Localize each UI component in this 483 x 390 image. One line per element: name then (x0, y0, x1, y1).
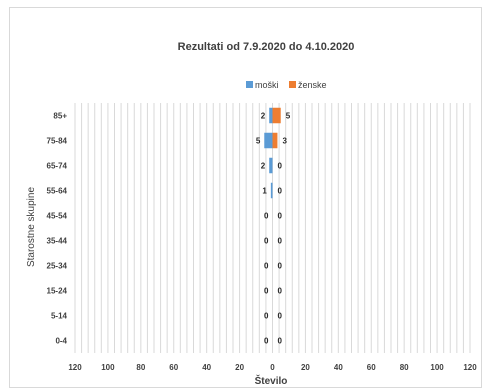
data-label-moski-35-44: 0 (264, 237, 269, 246)
bars (264, 107, 281, 199)
legend-swatch-zenske (289, 81, 296, 88)
category-label-65-74: 65-74 (47, 162, 68, 171)
data-label-moski-5-14: 0 (264, 312, 269, 321)
data-label-moski-85+: 2 (261, 112, 266, 121)
legend-swatch-moski (246, 81, 253, 88)
category-label-0-4: 0-4 (55, 337, 67, 346)
bar-zenske-75-84 (272, 132, 278, 149)
data-label-zenske-75-84: 3 (282, 137, 287, 146)
bar-moski-85+ (269, 107, 273, 124)
data-label-moski-55-64: 1 (262, 187, 267, 196)
data-label-moski-0-4: 0 (264, 337, 269, 346)
x-tick-label: 100 (430, 363, 444, 372)
y-axis-title: Starostne skupine (26, 187, 37, 267)
x-tick-label: 60 (169, 363, 178, 372)
chart-title: Rezultati od 7.9.2020 do 4.10.2020 (178, 41, 355, 53)
legend: moški ženske (246, 80, 327, 90)
data-label-zenske-25-34: 0 (278, 262, 283, 271)
data-label-moski-75-84: 5 (256, 137, 261, 146)
data-label-zenske-45-54: 0 (278, 212, 283, 221)
category-label-45-54: 45-54 (47, 212, 68, 221)
data-label-zenske-65-74: 0 (278, 162, 283, 171)
gridlines (74, 103, 471, 353)
bar-moski-65-74 (269, 157, 273, 174)
data-label-zenske-5-14: 0 (278, 312, 283, 321)
x-tick-label: 0 (270, 363, 275, 372)
data-label-zenske-15-24: 0 (278, 287, 283, 296)
data-label-moski-65-74: 2 (261, 162, 266, 171)
bar-zenske-85+ (272, 107, 281, 124)
data-label-moski-25-34: 0 (264, 262, 269, 271)
bar-moski-55-64 (270, 182, 273, 199)
x-tick-label: 80 (400, 363, 409, 372)
category-label-5-14: 5-14 (51, 312, 68, 321)
category-label-55-64: 55-64 (47, 187, 68, 196)
category-labels: 0-4 5-14 15-24 25-34 35-44 45-54 55-64 65-74 75-… (47, 112, 68, 346)
bar-moski-75-84 (264, 132, 273, 149)
category-label-75-84: 75-84 (47, 137, 68, 146)
x-tick-labels: 120 100 80 60 40 20 0 20 40 60 80 100 120 (68, 363, 477, 372)
data-label-moski-15-24: 0 (264, 287, 269, 296)
x-tick-label: 120 (463, 363, 477, 372)
category-label-35-44: 35-44 (47, 237, 68, 246)
category-label-85+: 85+ (53, 112, 67, 121)
x-tick-label: 80 (136, 363, 145, 372)
category-label-15-24: 15-24 (47, 287, 68, 296)
x-tick-label: 120 (68, 363, 82, 372)
data-label-zenske-55-64: 0 (278, 187, 283, 196)
x-tick-label: 20 (301, 363, 310, 372)
legend-label-moski: moški (255, 80, 279, 90)
data-label-zenske-0-4: 0 (278, 337, 283, 346)
x-tick-label: 20 (235, 363, 244, 372)
x-tick-label: 60 (367, 363, 376, 372)
data-label-zenske-35-44: 0 (278, 237, 283, 246)
data-label-zenske-85+: 5 (286, 112, 291, 121)
data-label-moski-45-54: 0 (264, 212, 269, 221)
legend-label-zenske: ženske (298, 80, 327, 90)
category-label-25-34: 25-34 (47, 262, 68, 271)
x-tick-label: 100 (101, 363, 115, 372)
x-tick-label: 40 (202, 363, 211, 372)
x-tick-label: 40 (334, 363, 343, 372)
x-axis-title: Število (255, 374, 288, 387)
